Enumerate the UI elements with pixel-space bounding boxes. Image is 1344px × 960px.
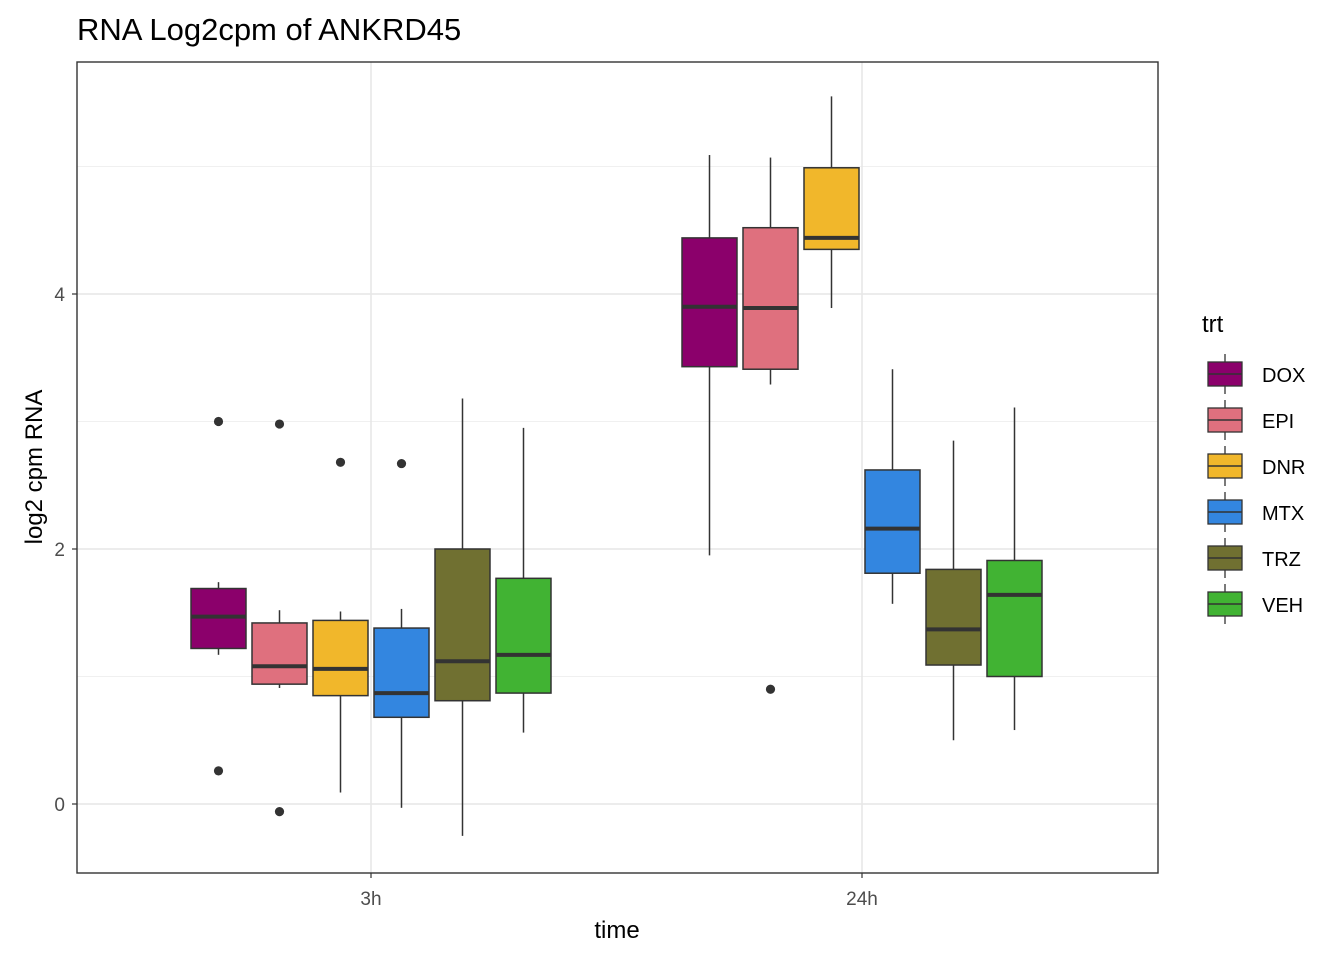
legend-label: TRZ <box>1262 549 1301 571</box>
y-axis: 0 2 4 <box>54 285 77 816</box>
box-trz-24h <box>925 440 982 741</box>
legend-label: MTX <box>1262 503 1304 525</box>
outlier-point <box>335 457 346 467</box>
legend-label: VEH <box>1262 595 1303 617</box>
legend-label: EPI <box>1262 411 1294 433</box>
legend-item-veh: VEH <box>1207 584 1303 624</box>
box-body <box>803 167 860 251</box>
x-tick-label: 3h <box>360 889 381 910</box>
box-body <box>742 226 799 370</box>
box-body <box>864 469 921 574</box>
outlier-point <box>213 766 224 776</box>
box-body <box>925 568 982 666</box>
box-veh-24h <box>986 407 1043 731</box>
box-body <box>434 548 491 702</box>
grid-lines <box>77 62 1158 873</box>
y-tick-label: 0 <box>54 795 65 816</box>
x-axis-title: time <box>594 917 639 944</box>
box-mtx-24h <box>864 369 921 604</box>
x-axis: 3h 24h <box>360 873 878 910</box>
box-mtx-3h <box>373 458 430 808</box>
outlier-point <box>396 458 407 469</box>
legend-item-dnr: DNR <box>1207 446 1305 486</box>
box-body <box>681 237 738 368</box>
outlier-point <box>274 419 285 429</box>
box-dnr-3h <box>312 457 369 793</box>
panel-border <box>76 61 1159 874</box>
box-body <box>373 627 430 719</box>
box-group <box>190 96 1043 836</box>
y-tick-label: 2 <box>54 540 65 561</box>
legend-item-mtx: MTX <box>1207 492 1304 532</box>
legend-title: trt <box>1202 311 1224 338</box>
outlier-point <box>213 416 224 427</box>
box-veh-3h <box>495 427 552 733</box>
x-tick-label: 24h <box>846 889 878 910</box>
box-epi-3h <box>251 419 308 817</box>
legend: trt DOX EPI DNR MTX TRZ VEH <box>1202 311 1305 624</box>
legend-item-trz: TRZ <box>1207 538 1301 578</box>
box-trz-3h <box>434 398 491 836</box>
chart-title: RNA Log2cpm of ANKRD45 <box>77 12 461 47</box>
legend-label: DOX <box>1262 365 1305 387</box>
box-epi-24h <box>742 157 799 694</box>
box-body <box>986 559 1043 678</box>
box-body <box>495 577 552 694</box>
legend-label: DNR <box>1262 457 1305 479</box>
y-tick-label: 4 <box>54 285 65 306</box>
box-body <box>251 622 308 685</box>
box-dox-3h <box>190 416 247 776</box>
y-axis-title: log2 cpm RNA <box>21 390 48 545</box>
box-dnr-24h <box>803 96 860 309</box>
legend-item-dox: DOX <box>1207 354 1305 394</box>
box-dox-24h <box>681 155 738 556</box>
outlier-point <box>765 684 776 694</box>
box-body <box>312 619 369 697</box>
legend-item-epi: EPI <box>1207 400 1294 440</box>
outlier-point <box>274 807 285 817</box>
